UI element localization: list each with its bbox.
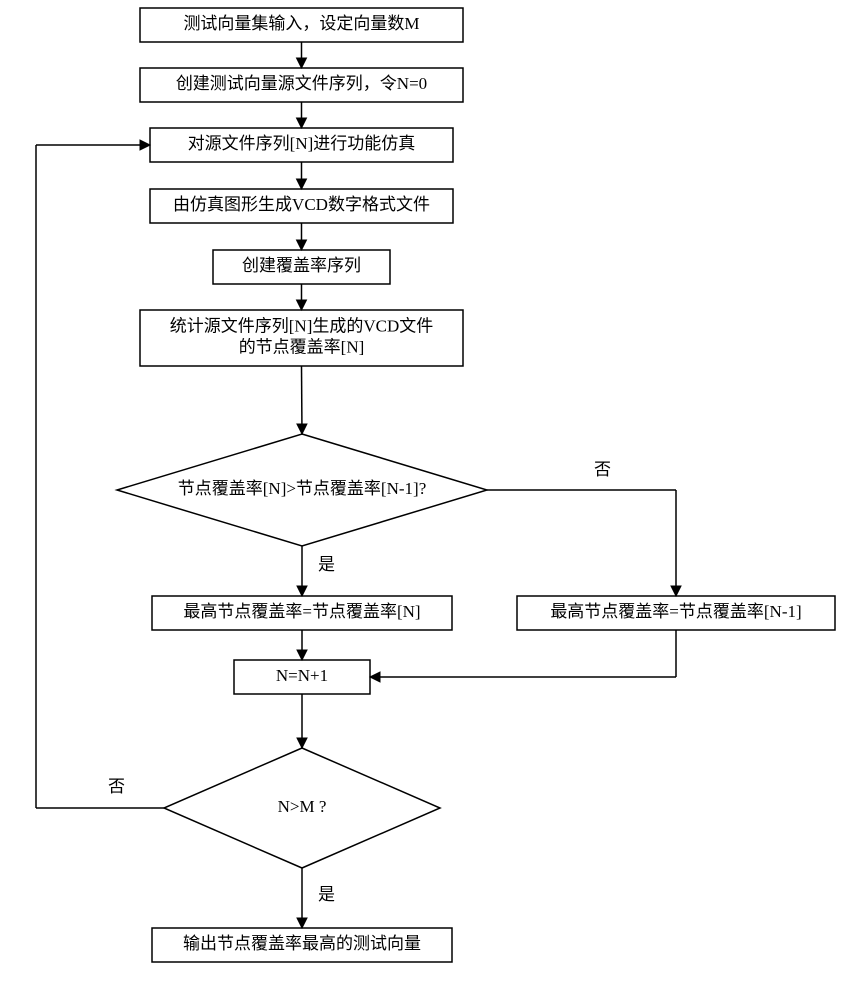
edge-arrow (297, 58, 307, 68)
node-n2: 创建测试向量源文件序列，令N=0 (140, 68, 463, 102)
edge-arrow (297, 240, 307, 250)
node-text: 创建覆盖率序列 (242, 256, 361, 275)
edge-label: 否 (108, 777, 125, 796)
node-n9: N=N+1 (234, 660, 370, 694)
node-n3: 对源文件序列[N]进行功能仿真 (150, 128, 453, 162)
node-n7: 最高节点覆盖率=节点覆盖率[N] (152, 596, 452, 630)
node-n6: 统计源文件序列[N]生成的VCD文件的节点覆盖率[N] (140, 310, 463, 366)
edge-arrow (297, 650, 307, 660)
node-text: 创建测试向量源文件序列，令N=0 (176, 74, 427, 93)
edge-arrow (297, 586, 307, 596)
node-n8: 最高节点覆盖率=节点覆盖率[N-1] (517, 596, 835, 630)
node-text: 对源文件序列[N]进行功能仿真 (188, 134, 416, 153)
node-text: 节点覆盖率[N]>节点覆盖率[N-1]? (178, 479, 427, 498)
node-n10: 输出节点覆盖率最高的测试向量 (152, 928, 452, 962)
edge-arrow (297, 738, 307, 748)
edge-arrow (671, 586, 681, 596)
edge-arrow (297, 424, 307, 434)
edge-label: 否 (594, 460, 611, 479)
node-text: 测试向量集输入，设定向量数M (183, 14, 419, 33)
node-text: 最高节点覆盖率=节点覆盖率[N] (183, 602, 420, 621)
edge-arrow (370, 672, 380, 682)
edge-arrow (297, 918, 307, 928)
edge-arrow (297, 300, 307, 310)
node-text: N=N+1 (276, 666, 328, 685)
node-n4: 由仿真图形生成VCD数字格式文件 (150, 189, 453, 223)
edge-label: 是 (318, 555, 335, 574)
edge-arrow (297, 118, 307, 128)
edge-arrow (297, 179, 307, 189)
node-text: 最高节点覆盖率=节点覆盖率[N-1] (550, 602, 801, 621)
node-text: 的节点覆盖率[N] (239, 338, 365, 357)
node-n5: 创建覆盖率序列 (213, 250, 390, 284)
node-n1: 测试向量集输入，设定向量数M (140, 8, 463, 42)
node-text: 由仿真图形生成VCD数字格式文件 (173, 195, 430, 214)
edge-label: 是 (318, 885, 335, 904)
edge-arrow (140, 140, 150, 150)
node-d1: 节点覆盖率[N]>节点覆盖率[N-1]? (117, 434, 487, 546)
node-text: 统计源文件序列[N]生成的VCD文件 (170, 316, 434, 335)
flowchart-canvas: 测试向量集输入，设定向量数M 创建测试向量源文件序列，令N=0 对源文件序列[N]进… (0, 0, 855, 1000)
node-text: 输出节点覆盖率最高的测试向量 (183, 934, 421, 953)
node-d2: N>M ? (164, 748, 440, 868)
node-text: N>M ? (278, 797, 327, 816)
